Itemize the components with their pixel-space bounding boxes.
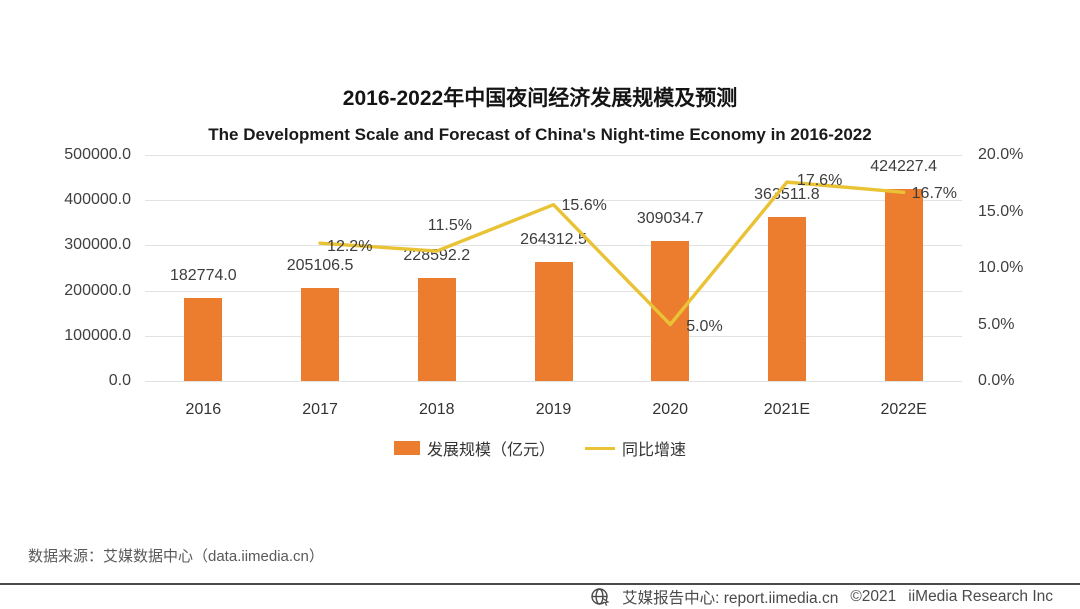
legend: 发展规模（亿元） 同比增速 — [0, 437, 1080, 459]
bar — [767, 216, 806, 381]
growth-value-label: 17.6% — [796, 172, 843, 190]
y-axis-tick-left: 500000.0 — [64, 146, 131, 163]
bar — [651, 241, 690, 381]
footer-bar: 艾媒报告中心: report.iimedia.cn ©2021 iiMedia … — [590, 586, 1053, 608]
footer-copyright: ©2021 — [850, 588, 897, 605]
gridline — [145, 381, 962, 382]
bar — [884, 189, 923, 381]
y-axis-tick-left: 200000.0 — [64, 281, 131, 299]
bar — [534, 261, 573, 381]
bar-value-label: 182774.0 — [169, 267, 237, 285]
bar — [301, 288, 340, 381]
y-axis-tick-left: 300000.0 — [64, 236, 131, 254]
growth-value-label: 15.6% — [561, 196, 607, 214]
x-axis-label: 2018 — [418, 401, 455, 418]
bar-value-label: 424227.4 — [870, 158, 937, 176]
bar-value-label: 205106.5 — [286, 257, 354, 275]
legend-bar-swatch — [393, 441, 420, 455]
x-axis-label: 2022E — [880, 401, 927, 418]
y-axis-tick-left: 0.0 — [108, 372, 131, 389]
bar-value-label: 264312.5 — [520, 230, 587, 248]
x-axis-label: 2021E — [763, 401, 811, 418]
growth-value-label: 5.0% — [686, 317, 723, 335]
growth-value-label: 12.2% — [327, 238, 373, 256]
growth-value-label: 16.7% — [911, 185, 958, 203]
globe-cursor-icon — [590, 587, 610, 607]
legend-item-bar: 发展规模（亿元） — [393, 436, 555, 460]
bar-value-label: 228592.2 — [403, 246, 471, 264]
y-axis-tick-right: 0.0% — [978, 372, 1015, 389]
footer-divider — [0, 583, 1080, 585]
y-axis-tick-right: 10.0% — [978, 259, 1024, 276]
legend-bar-label: 发展规模（亿元） — [426, 442, 555, 459]
bar — [184, 298, 223, 381]
x-axis-label: 2020 — [652, 401, 688, 418]
y-axis-tick-right: 20.0% — [978, 146, 1024, 163]
bar — [417, 277, 456, 381]
y-axis-tick-right: 15.0% — [978, 202, 1024, 220]
bar-value-label: 309034.7 — [636, 210, 704, 228]
chart-title-en: The Development Scale and Forecast of Ch… — [208, 125, 872, 144]
gridline — [145, 155, 962, 156]
x-axis-label: 2019 — [535, 401, 572, 418]
legend-item-line: 同比增速 — [585, 436, 686, 460]
legend-line-swatch — [585, 446, 615, 450]
chart-title-zh: 2016-2022年中国夜间经济发展规模及预测 — [342, 87, 738, 110]
source-note: 数据来源：艾媒数据中心（data.iimedia.cn） — [28, 548, 324, 565]
x-axis-label: 2017 — [302, 401, 338, 418]
x-axis-label: 2016 — [185, 401, 222, 418]
y-axis-tick-left: 100000.0 — [64, 326, 131, 344]
legend-line-label: 同比增速 — [622, 442, 687, 459]
footer-brand: 艾媒报告中心: report.iimedia.cn — [622, 590, 839, 607]
y-axis-tick-right: 5.0% — [978, 315, 1015, 333]
growth-value-label: 11.5% — [427, 217, 472, 235]
y-axis-tick-left: 400000.0 — [64, 191, 131, 209]
footer-company: iiMedia Research Inc — [908, 588, 1053, 605]
